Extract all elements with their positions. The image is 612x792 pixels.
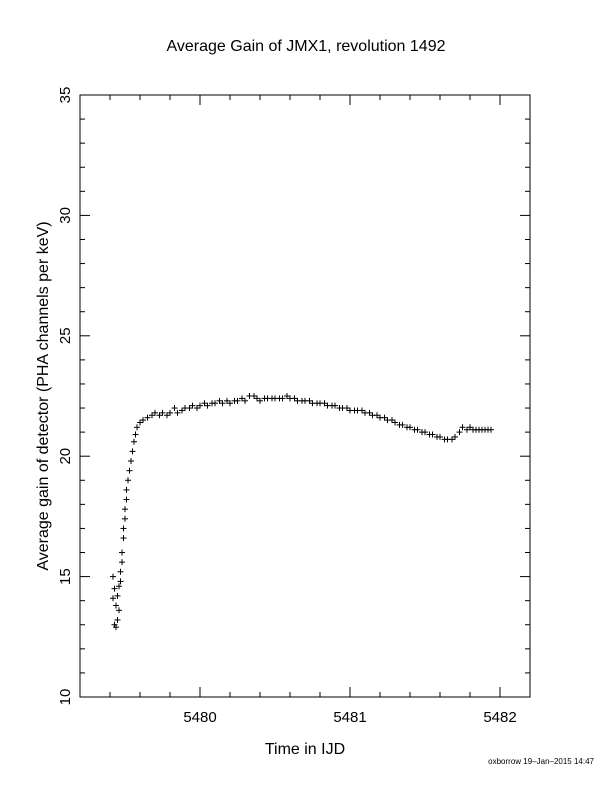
chart-title: Average Gain of JMX1, revolution 1492 — [167, 38, 446, 55]
data-point — [197, 402, 203, 409]
data-point — [422, 429, 428, 436]
data-point — [131, 438, 137, 445]
footer-credit: oxborrow 19–Jan–2015 14:47 — [488, 757, 594, 766]
data-point — [140, 417, 146, 424]
y-tick-label: 35 — [57, 87, 74, 104]
data-point — [437, 433, 443, 440]
data-point — [392, 419, 398, 426]
x-tick-label: 5481 — [333, 709, 366, 726]
data-point — [128, 458, 134, 465]
data-point — [219, 400, 226, 407]
data-points — [110, 393, 494, 631]
data-point — [171, 405, 178, 412]
x-axis-label: Time in IJD — [265, 741, 345, 758]
data-point — [234, 397, 241, 404]
plot-frame — [79, 94, 531, 698]
y-tick-label: 20 — [57, 448, 74, 465]
data-point — [414, 426, 421, 433]
data-point — [152, 409, 158, 416]
data-point — [399, 421, 406, 428]
data-point — [407, 424, 413, 431]
data-point — [114, 592, 121, 599]
data-point — [456, 429, 463, 436]
data-point — [113, 602, 119, 609]
y-tick-label: 30 — [57, 207, 74, 224]
data-point — [134, 424, 140, 431]
data-point — [242, 397, 248, 404]
data-point — [122, 506, 128, 513]
data-point — [212, 400, 218, 407]
data-point — [123, 486, 130, 493]
data-point — [113, 624, 119, 631]
data-point — [132, 431, 139, 438]
data-point — [144, 414, 151, 421]
data-point — [117, 578, 124, 585]
data-point — [227, 400, 233, 407]
data-point — [111, 585, 118, 592]
data-point — [452, 433, 458, 440]
data-point — [126, 467, 133, 474]
data-point — [120, 525, 127, 532]
data-point — [204, 402, 211, 409]
data-point — [167, 409, 173, 416]
data-point — [117, 568, 124, 575]
y-axis-label: Average gain of detector (PHA channels p… — [35, 221, 52, 570]
x-axis-ticks: 5480 5481 5482 — [79, 95, 531, 726]
data-point — [488, 426, 494, 433]
data-point — [459, 424, 466, 431]
data-point — [119, 559, 125, 566]
data-point — [114, 616, 121, 623]
data-point — [116, 607, 122, 614]
data-point — [174, 409, 181, 416]
data-point — [120, 535, 127, 542]
data-point — [159, 409, 166, 416]
y-tick-label: 10 — [57, 689, 74, 706]
data-point — [332, 402, 338, 409]
y-tick-label: 15 — [57, 568, 74, 585]
y-tick-label: 25 — [57, 327, 74, 344]
y-axis-ticks: 10 15 20 25 30 35 — [57, 87, 530, 706]
data-point — [116, 583, 122, 590]
x-tick-label: 5480 — [183, 709, 216, 726]
data-point — [429, 431, 436, 438]
data-point — [257, 397, 263, 404]
data-point — [125, 477, 131, 484]
data-point — [189, 402, 196, 409]
data-point — [122, 515, 128, 522]
data-point — [129, 448, 136, 455]
x-tick-label: 5482 — [483, 709, 516, 726]
data-point — [110, 573, 116, 580]
data-point — [123, 496, 130, 503]
data-point — [110, 595, 116, 602]
data-point — [119, 549, 125, 556]
data-point — [279, 395, 286, 402]
